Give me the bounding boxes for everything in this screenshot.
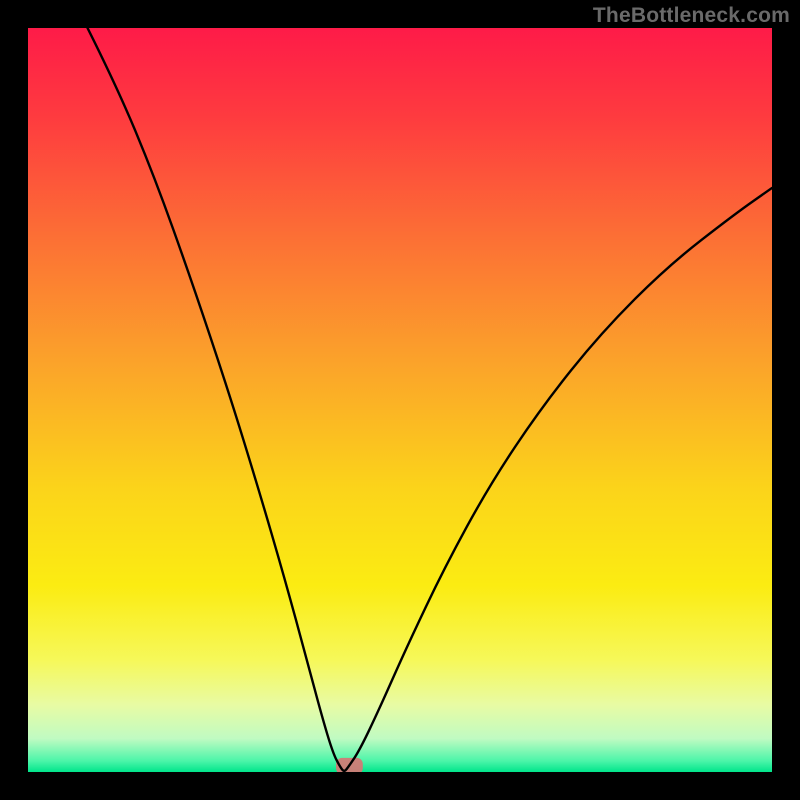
- chart-container: TheBottleneck.com: [0, 0, 800, 800]
- bottleneck-chart: [0, 0, 800, 800]
- watermark-text: TheBottleneck.com: [593, 4, 790, 28]
